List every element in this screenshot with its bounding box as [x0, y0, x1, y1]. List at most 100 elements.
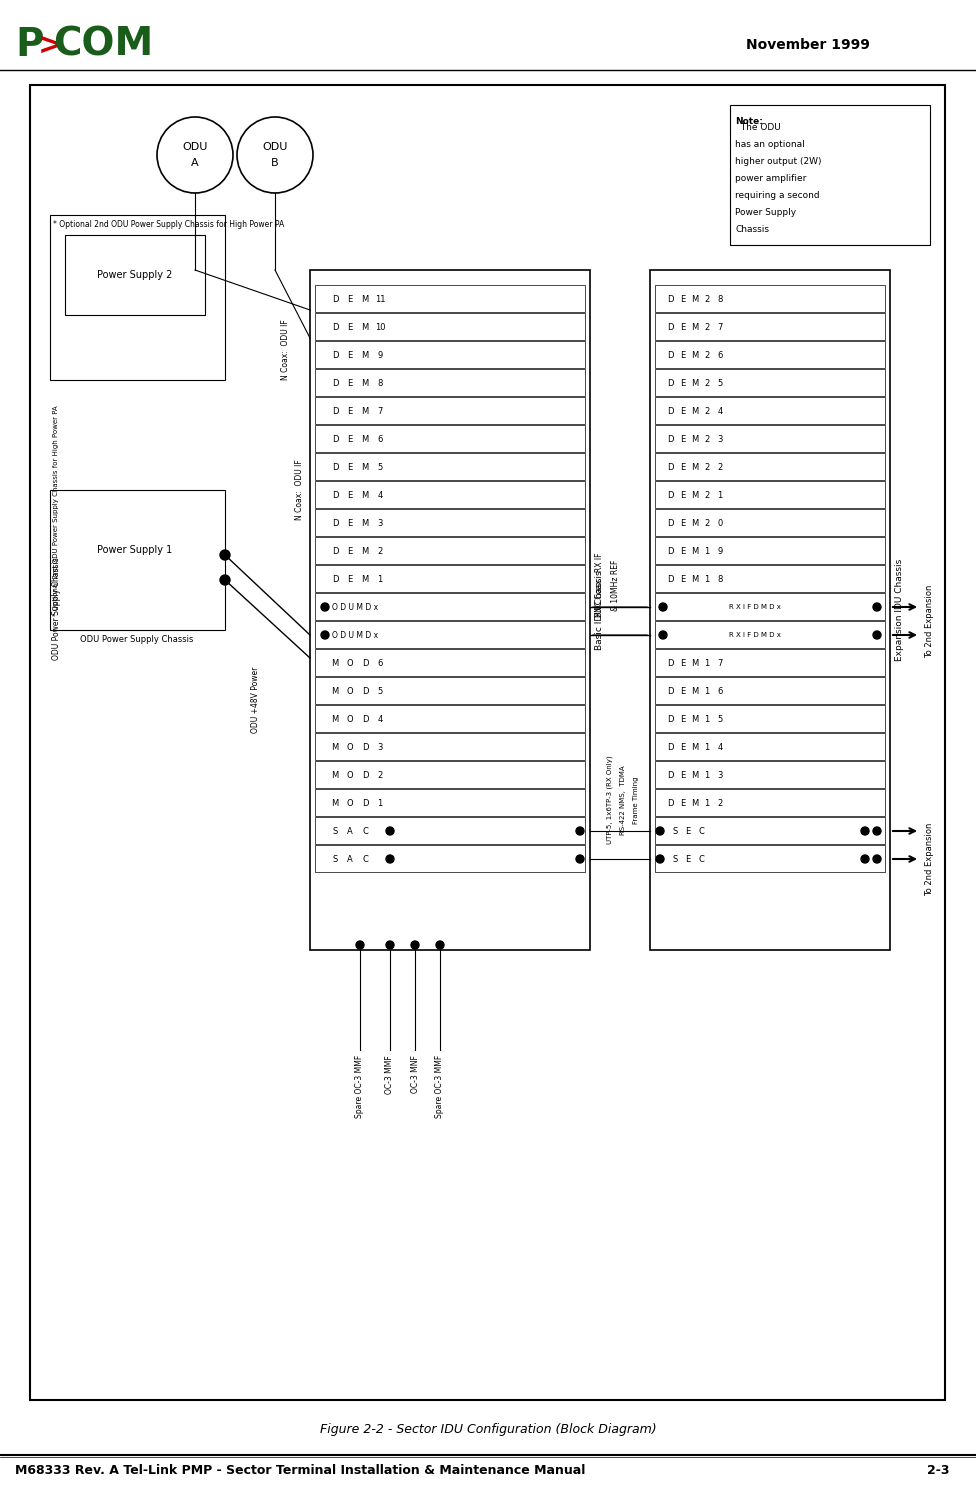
- Text: Power Supply: Power Supply: [735, 208, 796, 217]
- Circle shape: [411, 941, 419, 949]
- Circle shape: [386, 941, 394, 949]
- Bar: [655, 481, 885, 508]
- Circle shape: [659, 631, 667, 639]
- Circle shape: [321, 603, 329, 610]
- Circle shape: [656, 827, 664, 835]
- Text: M: M: [691, 350, 699, 359]
- Text: 3: 3: [717, 771, 722, 780]
- Bar: [315, 453, 585, 480]
- Text: O: O: [346, 714, 353, 723]
- Text: OC-3 MNF: OC-3 MNF: [411, 1054, 420, 1093]
- Text: D: D: [667, 322, 673, 331]
- Bar: [655, 649, 885, 676]
- Text: E: E: [680, 294, 685, 303]
- Text: C: C: [362, 854, 368, 863]
- Text: M: M: [691, 518, 699, 527]
- Text: S: S: [333, 827, 338, 836]
- Bar: [315, 734, 585, 760]
- Text: M: M: [691, 294, 699, 303]
- Bar: [315, 705, 585, 732]
- Text: D: D: [667, 658, 673, 667]
- Bar: [315, 285, 585, 312]
- Text: 3: 3: [378, 518, 383, 527]
- Text: M: M: [691, 490, 699, 499]
- Text: O D U M D x: O D U M D x: [332, 603, 378, 612]
- Text: 6: 6: [378, 435, 383, 444]
- Circle shape: [576, 855, 584, 863]
- Circle shape: [386, 827, 394, 835]
- Bar: [315, 845, 585, 872]
- Text: M: M: [691, 771, 699, 780]
- Text: D: D: [667, 686, 673, 695]
- Text: M: M: [361, 379, 369, 388]
- Bar: [315, 538, 585, 564]
- Text: E: E: [680, 546, 685, 555]
- Text: 0: 0: [717, 518, 722, 527]
- Text: 7: 7: [378, 407, 383, 416]
- Text: Power Supply 1: Power Supply 1: [98, 545, 173, 555]
- Bar: [310, 270, 590, 950]
- Text: 6: 6: [378, 658, 383, 667]
- Text: O: O: [346, 658, 353, 667]
- Text: D: D: [667, 379, 673, 388]
- Text: E: E: [347, 435, 352, 444]
- Text: 8: 8: [717, 575, 722, 584]
- Bar: [655, 538, 885, 564]
- Text: 5: 5: [717, 714, 722, 723]
- Text: D: D: [332, 462, 339, 472]
- Text: E: E: [347, 407, 352, 416]
- Bar: [315, 789, 585, 815]
- Text: 7: 7: [717, 322, 722, 331]
- Text: >: >: [38, 31, 63, 59]
- Text: D: D: [667, 742, 673, 751]
- Text: 2-3: 2-3: [927, 1464, 950, 1476]
- Text: D: D: [362, 686, 368, 695]
- Text: 4: 4: [717, 407, 722, 416]
- Bar: [655, 396, 885, 425]
- Text: E: E: [680, 435, 685, 444]
- Circle shape: [576, 827, 584, 835]
- Bar: [655, 677, 885, 704]
- Text: D: D: [332, 407, 339, 416]
- Text: D: D: [362, 799, 368, 808]
- Text: A: A: [191, 157, 199, 168]
- Circle shape: [220, 575, 230, 585]
- Text: O: O: [346, 742, 353, 751]
- Text: D: D: [332, 350, 339, 359]
- Text: D: D: [667, 799, 673, 808]
- Text: D: D: [332, 575, 339, 584]
- Text: Expansion IDU Chassis: Expansion IDU Chassis: [895, 558, 904, 661]
- Text: M: M: [332, 658, 339, 667]
- Text: Power Supply 2: Power Supply 2: [98, 270, 173, 281]
- Circle shape: [659, 603, 667, 610]
- Text: 5: 5: [378, 462, 383, 472]
- Bar: [315, 677, 585, 704]
- Text: D: D: [667, 490, 673, 499]
- Text: * Optional 2nd ODU Power Supply Chassis for High Power PA: * Optional 2nd ODU Power Supply Chassis …: [53, 220, 284, 229]
- Text: D: D: [332, 294, 339, 303]
- Text: E: E: [680, 575, 685, 584]
- Bar: [315, 342, 585, 368]
- Text: M: M: [691, 714, 699, 723]
- Text: E: E: [685, 827, 691, 836]
- Bar: [730, 105, 930, 245]
- Text: 4: 4: [378, 714, 383, 723]
- Text: M: M: [332, 771, 339, 780]
- Text: 1: 1: [705, 771, 710, 780]
- Text: M: M: [361, 350, 369, 359]
- Text: D: D: [362, 714, 368, 723]
- Text: & 10MHz REF: & 10MHz REF: [611, 560, 620, 610]
- Text: 2: 2: [705, 462, 710, 472]
- Text: M: M: [361, 435, 369, 444]
- Bar: [655, 845, 885, 872]
- Text: 2: 2: [717, 462, 722, 472]
- Text: 2: 2: [705, 490, 710, 499]
- Text: OC-3 MMF: OC-3 MMF: [386, 1054, 394, 1094]
- Text: D: D: [667, 575, 673, 584]
- Text: R X I F D M D x: R X I F D M D x: [729, 604, 781, 610]
- Text: 7: 7: [717, 658, 722, 667]
- Text: M: M: [691, 742, 699, 751]
- Text: D: D: [667, 771, 673, 780]
- Text: D: D: [667, 714, 673, 723]
- Text: COM: COM: [53, 27, 153, 64]
